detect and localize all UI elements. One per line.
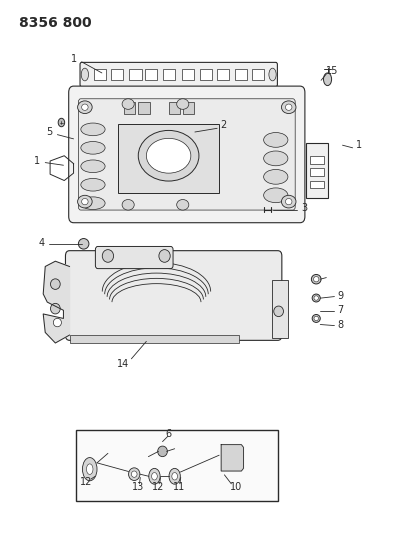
Text: 10: 10 — [230, 482, 242, 492]
Ellipse shape — [81, 141, 105, 154]
Ellipse shape — [313, 296, 318, 300]
Ellipse shape — [122, 199, 134, 210]
Text: 1: 1 — [355, 140, 361, 150]
Text: 4: 4 — [38, 238, 44, 248]
Text: 7: 7 — [337, 305, 343, 315]
Text: 1: 1 — [34, 156, 40, 166]
Ellipse shape — [86, 464, 93, 474]
Bar — [129, 69, 141, 80]
Ellipse shape — [58, 118, 65, 127]
Bar — [182, 102, 193, 114]
FancyBboxPatch shape — [78, 99, 294, 210]
FancyBboxPatch shape — [69, 86, 304, 223]
Bar — [124, 102, 135, 114]
Ellipse shape — [159, 249, 170, 262]
Ellipse shape — [138, 131, 198, 181]
Ellipse shape — [122, 99, 134, 109]
Bar — [309, 156, 324, 164]
Text: 12: 12 — [79, 477, 92, 487]
Ellipse shape — [263, 169, 287, 184]
Ellipse shape — [281, 195, 295, 208]
Bar — [199, 69, 211, 80]
Text: 1: 1 — [70, 54, 76, 64]
Polygon shape — [220, 445, 243, 471]
Text: 5: 5 — [46, 127, 52, 137]
FancyBboxPatch shape — [95, 246, 173, 269]
Ellipse shape — [77, 195, 92, 208]
Ellipse shape — [268, 68, 276, 81]
Ellipse shape — [78, 239, 89, 249]
Ellipse shape — [323, 73, 331, 86]
Ellipse shape — [81, 68, 88, 81]
Bar — [145, 69, 157, 80]
Text: 11: 11 — [172, 482, 184, 492]
Text: 12: 12 — [152, 482, 164, 492]
Text: 2: 2 — [220, 120, 226, 130]
Ellipse shape — [82, 457, 97, 481]
Text: 9: 9 — [337, 290, 343, 301]
Bar — [75, 430, 277, 501]
Ellipse shape — [131, 471, 137, 478]
Ellipse shape — [263, 151, 287, 166]
Ellipse shape — [285, 104, 291, 110]
Ellipse shape — [311, 314, 319, 322]
Polygon shape — [43, 261, 70, 343]
Ellipse shape — [176, 199, 189, 210]
Ellipse shape — [148, 469, 160, 484]
Ellipse shape — [285, 198, 291, 205]
Bar — [235, 69, 247, 80]
Bar — [309, 181, 324, 189]
Ellipse shape — [313, 316, 318, 321]
Ellipse shape — [263, 133, 287, 147]
Ellipse shape — [50, 303, 60, 314]
Ellipse shape — [151, 473, 157, 480]
Ellipse shape — [311, 294, 319, 302]
Ellipse shape — [171, 473, 177, 480]
Ellipse shape — [81, 179, 105, 191]
Text: 8356 800: 8356 800 — [19, 16, 91, 30]
Ellipse shape — [81, 104, 88, 110]
FancyBboxPatch shape — [80, 62, 277, 87]
Text: 15: 15 — [326, 66, 338, 76]
Ellipse shape — [77, 101, 92, 114]
Text: 14: 14 — [117, 359, 129, 369]
Ellipse shape — [176, 99, 189, 109]
Text: 13: 13 — [132, 482, 144, 492]
Ellipse shape — [281, 101, 295, 114]
Bar — [251, 69, 263, 80]
Ellipse shape — [263, 188, 287, 203]
Bar — [94, 69, 106, 80]
Bar — [138, 102, 149, 114]
Ellipse shape — [146, 139, 190, 173]
Bar — [306, 142, 328, 198]
Text: 6: 6 — [165, 429, 171, 439]
Bar — [309, 168, 324, 176]
FancyBboxPatch shape — [65, 251, 281, 341]
Bar — [163, 69, 175, 80]
Text: 3: 3 — [300, 204, 306, 214]
Ellipse shape — [313, 277, 318, 282]
Bar — [111, 69, 123, 80]
Bar — [168, 102, 180, 114]
Ellipse shape — [273, 306, 283, 317]
Ellipse shape — [102, 249, 113, 262]
Ellipse shape — [157, 446, 167, 457]
Ellipse shape — [128, 468, 139, 480]
Bar — [118, 124, 219, 192]
Bar — [181, 69, 193, 80]
Ellipse shape — [81, 197, 105, 209]
Ellipse shape — [50, 279, 60, 289]
Ellipse shape — [81, 123, 105, 136]
Ellipse shape — [169, 469, 180, 484]
Bar — [271, 280, 287, 338]
Ellipse shape — [310, 274, 320, 284]
Ellipse shape — [81, 160, 105, 173]
Bar — [217, 69, 229, 80]
Ellipse shape — [81, 198, 88, 205]
Bar — [70, 335, 239, 343]
Text: 8: 8 — [337, 319, 343, 329]
Ellipse shape — [53, 318, 61, 327]
